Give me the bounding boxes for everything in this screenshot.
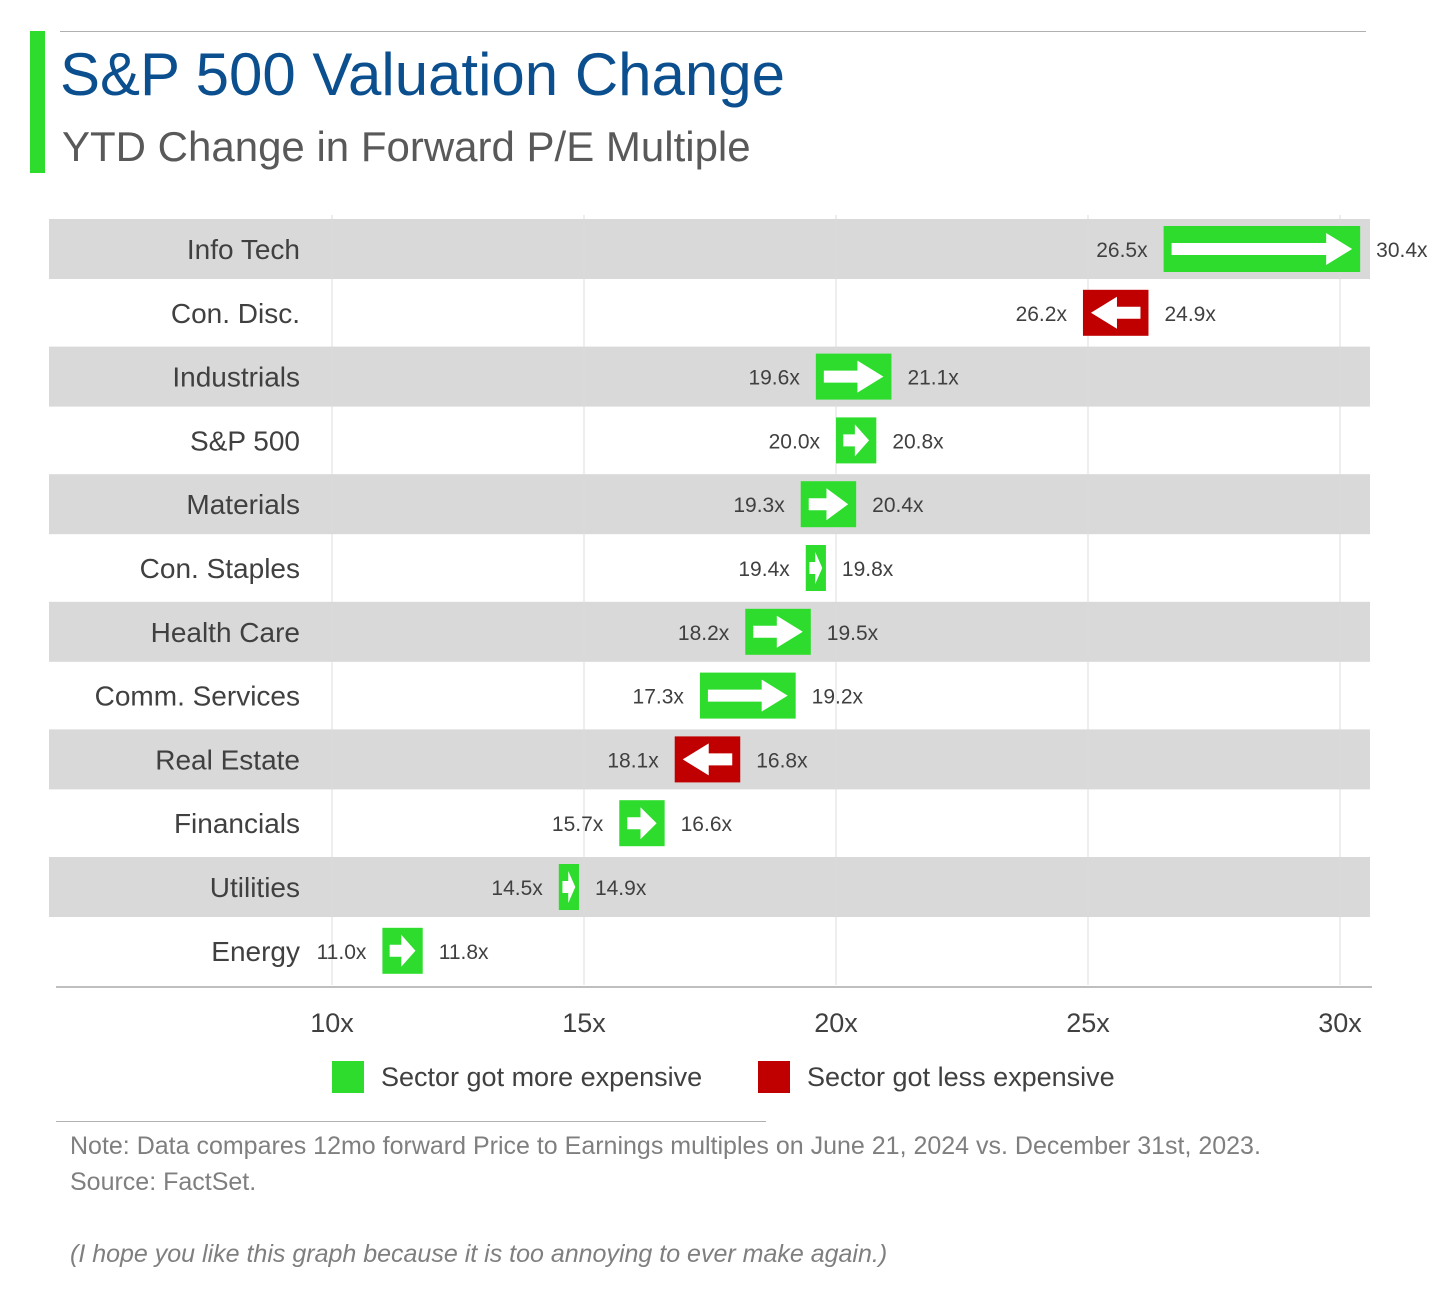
value-label-high: 19.5x	[827, 622, 879, 645]
x-tick-label: 20x	[814, 1008, 858, 1038]
value-label-low: 11.0x	[317, 941, 367, 964]
title-accent-bar	[30, 31, 45, 173]
sector-label: Real Estate	[155, 744, 300, 775]
value-label-high: 11.8x	[439, 941, 489, 964]
vertical-gridlines	[331, 215, 1341, 985]
value-label-low: 26.2x	[1016, 303, 1068, 326]
sector-label: Health Care	[151, 617, 300, 648]
sector-label: Comm. Services	[95, 681, 300, 712]
value-label-low: 17.3x	[633, 686, 685, 709]
arrow-glyph	[843, 424, 870, 457]
value-label-low: 18.2x	[678, 622, 730, 645]
arrow-glyph	[682, 743, 733, 776]
note-text: Note: Data compares 12mo forward Price t…	[70, 1132, 1261, 1160]
row-band	[49, 857, 1370, 917]
value-label-low: 19.3x	[733, 494, 785, 517]
value-label-low: 19.4x	[738, 558, 790, 581]
value-label-low: 14.5x	[491, 877, 543, 900]
sector-label: Con. Disc.	[171, 298, 300, 329]
chart-title: S&P 500 Valuation Change	[60, 41, 786, 108]
value-label-low: 20.0x	[769, 430, 821, 453]
arrow-glyph	[753, 615, 803, 648]
sector-label: Info Tech	[187, 234, 300, 265]
legend-swatch-up	[332, 1061, 364, 1093]
valuation-change-chart: Info Tech Con. Disc. Industrials S&P 500 Mat…	[49, 215, 1428, 1038]
arrow-glyph	[707, 679, 788, 712]
chart-subtitle: YTD Change in Forward P/E Multiple	[62, 123, 751, 170]
value-label-low: 26.5x	[1096, 239, 1148, 262]
sector-label: Materials	[186, 489, 300, 520]
value-label-high: 20.8x	[892, 430, 944, 453]
value-label-high: 21.1x	[907, 367, 959, 390]
row-band	[49, 474, 1370, 535]
row-band	[49, 346, 1370, 407]
legend-swatch-down	[758, 1061, 790, 1093]
legend-item-down: Sector got less expensive	[758, 1060, 1115, 1094]
value-label-high: 24.9x	[1164, 303, 1216, 326]
sector-label: Financials	[174, 808, 300, 839]
arrow-glyph	[389, 934, 416, 967]
top-divider	[60, 31, 1366, 32]
arrow-glyph	[809, 552, 823, 584]
arrow-glyph	[808, 488, 849, 521]
author-quip: (I hope you like this graph because it i…	[70, 1240, 888, 1268]
row-band	[49, 601, 1370, 662]
x-tick-label: 10x	[310, 1008, 354, 1038]
note-divider	[56, 1121, 766, 1122]
arrow-glyph	[627, 807, 657, 840]
sector-labels: Info Tech Con. Disc. Industrials S&P 500 Mat…	[95, 234, 300, 967]
sector-label: Utilities	[210, 872, 300, 903]
sector-label: Con. Staples	[140, 553, 300, 584]
x-axis: 10x 15x 20x 25x 30x	[56, 986, 1372, 1038]
value-label-high: 20.4x	[872, 494, 924, 517]
value-label-high: 30.4x	[1376, 239, 1428, 262]
row-band	[49, 219, 1370, 279]
sector-label: Industrials	[172, 362, 300, 393]
value-label-low: 19.6x	[748, 367, 800, 390]
value-label-high: 16.6x	[681, 813, 733, 836]
value-label-low: 18.1x	[607, 749, 659, 772]
value-label-high: 16.8x	[756, 749, 808, 772]
x-tick-label: 15x	[562, 1008, 606, 1038]
arrow-glyph	[562, 871, 576, 903]
value-label-high: 14.9x	[595, 877, 647, 900]
arrow-glyph	[1171, 233, 1353, 265]
value-label-low: 15.7x	[552, 813, 604, 836]
value-labels: 26.5x 30.4x 26.2x 24.9x 19.6x 21.1x 20.0x 20.8x…	[317, 239, 1428, 964]
x-tick-label: 25x	[1066, 1008, 1110, 1038]
arrow-glyph	[823, 360, 884, 393]
arrow-marks	[382, 226, 1361, 974]
sector-label: S&P 500	[190, 425, 300, 456]
value-label-high: 19.8x	[842, 558, 894, 581]
legend-item-up: Sector got more expensive	[332, 1060, 702, 1094]
legend-label-down: Sector got less expensive	[807, 1061, 1115, 1092]
source-text: Source: FactSet.	[70, 1168, 257, 1196]
value-label-high: 19.2x	[812, 686, 864, 709]
x-tick-label: 30x	[1318, 1008, 1362, 1038]
sector-label: Energy	[211, 936, 300, 967]
legend-label-up: Sector got more expensive	[381, 1061, 703, 1092]
arrow-glyph	[1090, 296, 1141, 329]
